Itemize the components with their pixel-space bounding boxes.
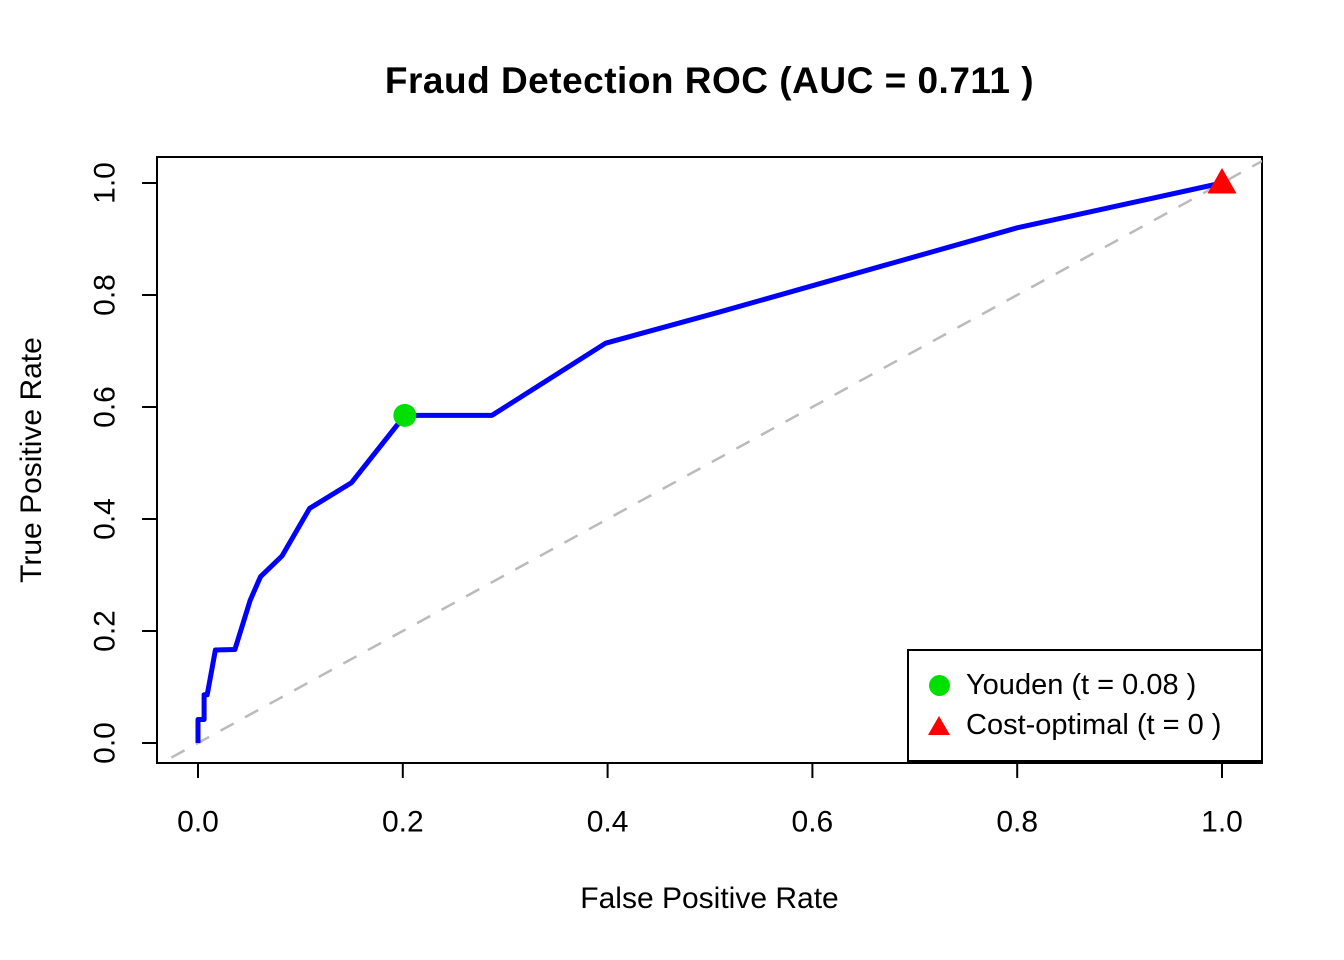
y-tick-label: 0.0 <box>89 722 122 764</box>
youden-circle-icon <box>929 675 950 696</box>
y-tick-label: 0.8 <box>89 274 122 316</box>
plot-box <box>156 156 1263 764</box>
legend-label-youden: Youden (t = 0.08 ) <box>966 669 1197 701</box>
y-tick-label: 0.4 <box>89 498 122 540</box>
y-tick-label: 0.2 <box>89 610 122 652</box>
x-tick-label: 0.0 <box>177 806 219 839</box>
y-axis-label: True Positive Rate <box>15 337 48 583</box>
y-tick-label: 1.0 <box>89 162 122 204</box>
x-tick-label: 0.6 <box>792 806 834 839</box>
chart-title: Fraud Detection ROC (AUC = 0.711 ) <box>384 60 1035 101</box>
chance-diagonal <box>158 159 1262 763</box>
legend-item-cost-optimal: Cost-optimal (t = 0 ) <box>928 711 1261 740</box>
x-tick-label: 0.2 <box>382 806 424 839</box>
roc-curve <box>195 180 1223 743</box>
x-axis-label: False Positive Rate <box>580 882 839 915</box>
x-tick-label: 1.0 <box>1201 806 1243 839</box>
legend-label-cost-optimal: Cost-optimal (t = 0 ) <box>966 709 1222 741</box>
y-tick-label: 0.6 <box>89 386 122 428</box>
legend-item-youden: Youden (t = 0.08 ) <box>928 671 1261 700</box>
cost-optimal-triangle-icon <box>928 716 950 735</box>
x-tick-label: 0.4 <box>587 806 629 839</box>
legend: Youden (t = 0.08 ) Cost-optimal (t = 0 ) <box>907 649 1263 762</box>
cost-optimal-marker <box>1207 168 1237 194</box>
x-tick-label: 0.8 <box>996 806 1038 839</box>
youden-marker <box>393 403 417 427</box>
